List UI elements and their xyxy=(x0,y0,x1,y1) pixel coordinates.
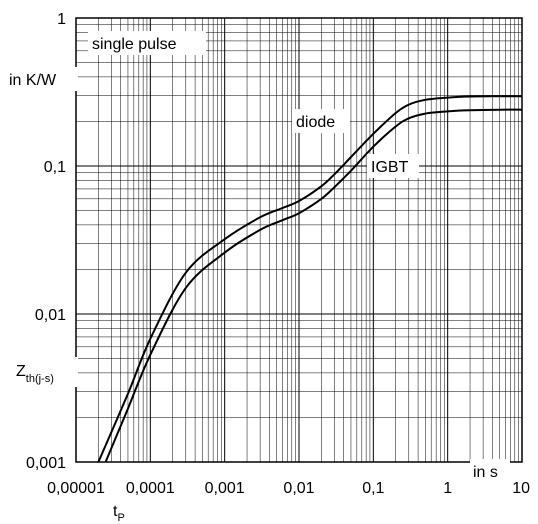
series-line-diode xyxy=(97,95,522,463)
series-label-igbt: IGBT xyxy=(371,159,409,176)
x-tick-label: 0,01 xyxy=(283,480,314,497)
y-tick-label: 1 xyxy=(57,11,66,28)
x-tick-label: 1 xyxy=(443,480,452,497)
series-line-igbt xyxy=(104,108,523,463)
series-label-diode: diode xyxy=(296,114,335,131)
x-tick-label: 0,001 xyxy=(205,480,245,497)
y-tick-label: 0,1 xyxy=(44,159,66,176)
y-unit-label: in K/W xyxy=(9,72,57,89)
tick-labels: 0,00001 0,0001 0,001 0,01 0,1 1 10 0,001 0,01 0,1… xyxy=(26,11,530,497)
grid-major xyxy=(75,17,523,463)
y-tick-label: 0,01 xyxy=(35,307,66,324)
x-unit-label: in s xyxy=(473,464,498,481)
x-axis-symbol: tP xyxy=(113,503,125,524)
series-layer xyxy=(97,95,523,463)
y-axis-symbol: Zth(j-s) xyxy=(16,363,54,385)
x-tick-label: 10 xyxy=(512,480,530,497)
annotation-single-pulse: single pulse xyxy=(92,36,177,53)
y-symbol-box xyxy=(14,357,78,387)
annotation-box xyxy=(88,31,206,55)
diode-label-box xyxy=(292,109,350,133)
x-unit-box xyxy=(470,459,510,481)
x-tick-label: 0,1 xyxy=(362,480,384,497)
y-tick-label: 0,001 xyxy=(26,455,66,472)
x-tick-label: 0,0001 xyxy=(126,480,175,497)
igbt-label-box xyxy=(367,154,419,178)
x-tick-label: 0,00001 xyxy=(47,480,105,497)
y-unit-box xyxy=(6,67,78,91)
